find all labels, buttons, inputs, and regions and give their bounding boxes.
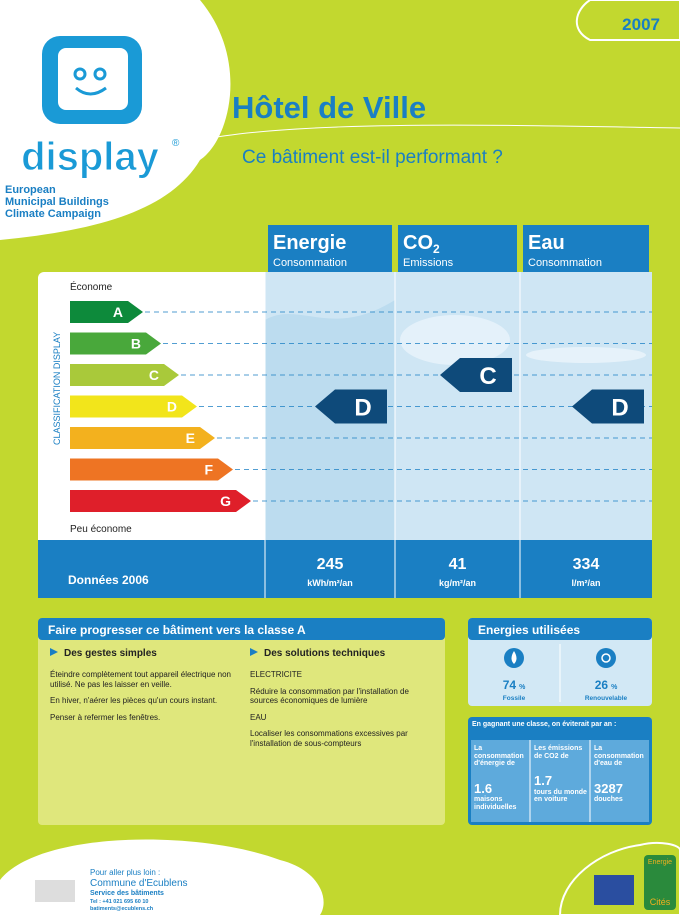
indicator-subtitle: Emissions [403, 257, 454, 269]
energy-label: Renouvelable [585, 695, 628, 702]
energies-title: Energies utilisées [478, 623, 580, 637]
class-label: E [186, 430, 195, 446]
class-label: D [167, 399, 177, 415]
badge-bottom: Cités [650, 897, 671, 907]
saving-unit: tours du monde en voiture [534, 789, 587, 804]
indicator-subtitle: Consommation [273, 257, 347, 269]
scale-axis-label: CLASSIFICATION DISPLAY [52, 332, 62, 445]
class-label: F [204, 462, 213, 478]
saving-value: 1.6 [474, 782, 528, 796]
scale-bottom: Peu économe [70, 524, 132, 535]
decor [400, 315, 510, 365]
column-heading: Des solutions techniques [250, 648, 435, 660]
energy-value: 74 [503, 678, 517, 692]
scale-top: Économe [70, 280, 113, 293]
logo-caption: Climate Campaign [5, 208, 101, 220]
saving-value: 3287 [594, 782, 648, 796]
subtitle: Ce bâtiment est-il performant ? [242, 147, 503, 168]
footer-email: batiments@ecublens.ch [90, 906, 154, 912]
data-year: Données 2006 [68, 573, 149, 587]
paragraph: Localiser les consommations excessives p… [250, 729, 435, 748]
improve-column: Des solutions techniques ELECTRICITE Rédui… [250, 648, 435, 756]
badge-top: Energie [648, 859, 672, 866]
energy-unit: % [519, 684, 526, 691]
footer-dept: Service des bâtiments [90, 890, 164, 897]
footer-tel: Tel : +41 021 695 60 10 [90, 899, 148, 905]
poster: 2007 display ® European Municipal Buildi… [0, 0, 680, 915]
improve-column: Des gestes simples Éteindre complètement … [50, 648, 235, 729]
class-arrow [70, 364, 179, 386]
class-label: G [220, 493, 231, 509]
indicator-title-text: Energie [273, 232, 346, 254]
indicator-title-text: Eau [528, 232, 565, 254]
logo-caption: European [5, 184, 56, 196]
decor [526, 347, 646, 363]
indicator-unit: kWh/m²/an [307, 578, 353, 588]
class-label: B [131, 336, 141, 352]
energy-unit: % [611, 684, 618, 691]
swoosh [200, 125, 680, 140]
eu-flag [594, 875, 634, 905]
indicator-value: 245 [317, 556, 344, 573]
column-heading: Des gestes simples [50, 648, 235, 660]
class-arrow [70, 301, 143, 323]
improve-title: Faire progresser ce bâtiment vers la cla… [48, 623, 306, 637]
values-band [38, 540, 652, 598]
logo-registered: ® [172, 138, 180, 149]
class-arrow [70, 396, 197, 418]
renewable-icon [596, 648, 616, 668]
paragraph: EAU [250, 713, 435, 723]
paragraph: Réduire la consommation par l'installati… [250, 687, 435, 706]
indicator-title-text: CO [403, 232, 433, 254]
class-indicator: D [611, 395, 628, 422]
class-indicator: C [479, 363, 496, 390]
saving-unit: douches [594, 796, 623, 803]
saving-label: La consommation d'eau de [594, 745, 644, 767]
footer-org: Commune d'Ecublens [90, 878, 188, 889]
logo-name: display [21, 135, 160, 179]
logo-face [58, 48, 128, 110]
footer-logo [35, 880, 75, 902]
class-indicator: D [354, 395, 371, 422]
paragraph: ELECTRICITE [250, 670, 435, 680]
title: Hôtel de Ville [232, 90, 426, 125]
indicator-subtitle: Consommation [528, 257, 602, 269]
paragraph: Penser à refermer les fenêtres. [50, 713, 235, 723]
savings-title: En gagnant une classe, on éviterait par … [472, 721, 648, 729]
year: 2007 [622, 15, 660, 34]
energy-label: Fossile [503, 695, 526, 702]
saving-unit: maisons individuelles [474, 796, 516, 811]
energy-value: 26 [595, 678, 609, 692]
saving-value: 1.7 [534, 774, 588, 788]
indicator-value: 334 [573, 556, 600, 573]
class-label: A [113, 304, 123, 320]
indicator-unit: l/m²/an [571, 578, 600, 588]
indicator-title: Eau [528, 232, 565, 254]
paragraph: Éteindre complètement tout appareil élec… [50, 670, 235, 689]
saving-label: La consommation d'énergie de [474, 745, 524, 767]
indicator-unit: kg/m²/an [439, 578, 476, 588]
footer-intro: Pour aller plus loin : [90, 868, 160, 877]
indicator-value: 41 [449, 556, 467, 573]
saving-label: Les émissions de CO2 de [534, 745, 582, 760]
indicator-title-sub: 2 [433, 242, 440, 256]
paragraph: En hiver, n'aérer les pièces qu'un cours… [50, 696, 235, 706]
logo-caption: Municipal Buildings [5, 196, 109, 208]
class-arrow [70, 333, 161, 355]
class-label: C [149, 367, 159, 383]
indicator-title: Energie [273, 232, 346, 254]
